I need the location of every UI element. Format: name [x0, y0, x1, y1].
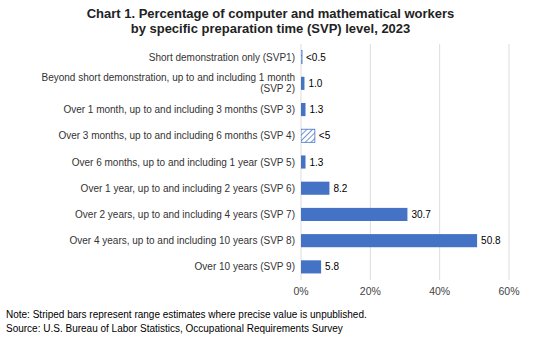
tick-label: 0%	[293, 285, 308, 297]
category-label: Over 4 years, up to and including 10 yea…	[70, 235, 296, 246]
bar	[301, 208, 407, 221]
category-label: Over 10 years (SVP 9)	[195, 261, 295, 272]
bar	[301, 234, 477, 247]
bar	[301, 103, 306, 116]
striped-bar	[301, 129, 315, 142]
note: Source: U.S. Bureau of Labor Statistics,…	[6, 323, 343, 334]
tick-label: 60%	[498, 285, 519, 297]
category-label: Beyond short demonstration, up to and in…	[42, 72, 296, 94]
tick-label: 40%	[429, 285, 450, 297]
tick-label: 20%	[360, 285, 381, 297]
category-label: Over 1 month, up to and including 3 mont…	[63, 104, 295, 115]
data-label: 30.7	[411, 209, 431, 220]
category-label: Short demonstration only (SVP1)	[149, 52, 295, 63]
data-labels: <0.5 1.0 1.3 <5 1.3 8.2 30.7 50.8 5.8	[306, 52, 501, 273]
data-label: <5	[319, 130, 331, 141]
grid	[301, 44, 509, 280]
data-label: <0.5	[306, 52, 326, 63]
title: Chart 1. Percentage of computer and math…	[87, 6, 455, 36]
notes: Note: Striped bars represent range estim…	[6, 309, 367, 334]
data-label: 1.0	[308, 78, 322, 89]
data-label: 50.8	[481, 235, 501, 246]
category-label: Over 2 years, up to and including 4 year…	[75, 209, 295, 220]
bar	[301, 182, 329, 195]
bar	[301, 260, 321, 273]
bar	[301, 155, 306, 168]
category-labels: Short demonstration only (SVP1) Beyond sh…	[42, 52, 296, 273]
x-axis: 0% 20% 40% 60%	[293, 285, 519, 297]
chart: Chart 1. Percentage of computer and math…	[0, 0, 541, 345]
data-label: 1.3	[310, 104, 324, 115]
striped-bar	[301, 51, 302, 64]
note: Note: Striped bars represent range estim…	[6, 309, 367, 320]
grid-line	[509, 44, 510, 280]
category-label: Over 1 year, up to and including 2 years…	[81, 183, 295, 194]
bars	[301, 51, 477, 274]
data-label: 5.8	[325, 261, 339, 272]
data-label: 1.3	[310, 157, 324, 168]
category-label: Over 6 months, up to and including 1 yea…	[72, 157, 295, 168]
data-label: 8.2	[333, 183, 347, 194]
bar	[301, 77, 304, 90]
category-label: Over 3 months, up to and including 6 mon…	[58, 130, 295, 141]
